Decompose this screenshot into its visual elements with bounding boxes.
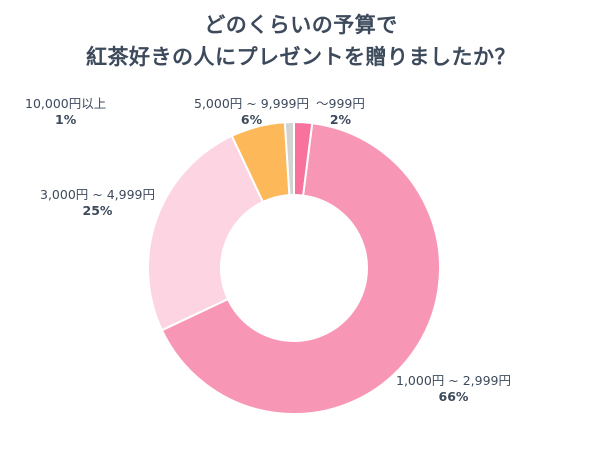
slice-value-label: 2% — [329, 112, 352, 127]
slice-label-under-999: 〜999円 2% — [316, 96, 365, 128]
slice-category-label: 〜999円 — [316, 96, 365, 111]
slice-category-label: 1,000円 ~ 2,999円 — [396, 373, 511, 388]
slice-category-label: 10,000円以上 — [25, 96, 107, 111]
slice-label-1000-2999: 1,000円 ~ 2,999円 66% — [396, 373, 511, 405]
slice-label-10000-plus: 10,000円以上 1% — [25, 96, 106, 128]
slice-10000-plus — [283, 120, 295, 197]
slice-value-label: 25% — [82, 203, 113, 218]
slice-value-label: 1% — [55, 112, 77, 127]
slice-value-label: 66% — [438, 389, 469, 404]
slice-category-label: 5,000円 ~ 9,999円 — [194, 96, 309, 111]
slice-value-label: 6% — [240, 112, 263, 127]
chart-title-line-1: どのくらいの予算で — [204, 13, 398, 37]
slice-label-5000-9999: 5,000円 ~ 9,999円 6% — [194, 96, 309, 128]
slice-3000-4999 — [147, 134, 265, 332]
slice-1000-2999 — [160, 122, 441, 415]
chart-title-line-2: 紅茶好きの人にプレゼントを贈りましたか？ — [86, 45, 516, 69]
slice-category-label: 3,000円 ~ 4,999円 — [40, 187, 155, 202]
slice-label-3000-4999: 3,000円 ~ 4,999円 25% — [40, 187, 155, 219]
